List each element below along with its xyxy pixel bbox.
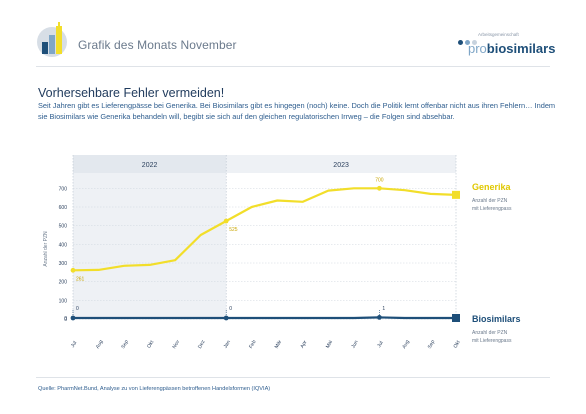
x-tick-label-12: Jul: [376, 340, 384, 349]
y-tick-label-5: 500: [59, 224, 68, 230]
point-generika-6: [223, 218, 229, 224]
x-tick-label-2: Sep: [120, 339, 130, 350]
y-tick-label-6: 600: [59, 205, 68, 211]
period-header-1: [226, 155, 456, 173]
chart-logo-icon: [37, 22, 67, 57]
y-tick-label-3: 300: [59, 261, 68, 267]
series-label-biosimilars: Biosimilars: [472, 314, 521, 324]
header-divider: [36, 66, 550, 67]
series-label-generika: Generika: [472, 182, 512, 192]
source-note: Quelle: PharmNet.Bund, Analyse zu von Li…: [38, 386, 271, 392]
y-tick-label-7: 700: [59, 186, 68, 192]
point-biosimilars-0: [70, 315, 76, 321]
brand-dots-icon: [458, 32, 479, 50]
x-tick-label-4: Nov: [171, 339, 181, 350]
point-biosimilars-6: [223, 315, 229, 321]
x-tick-label-6: Jan: [223, 339, 232, 349]
data-label-generika-6: 525: [229, 227, 238, 233]
series-sublabel-generika-1: Anzahl der PZN: [472, 198, 508, 204]
brand-pro: pro: [468, 41, 487, 56]
data-label-biosimilars-0: 0: [76, 306, 79, 312]
headline: Vorhersehbare Fehler vermeiden!: [38, 86, 225, 100]
x-tick-label-5: Dez: [197, 339, 207, 350]
y-tick-label-0: 0: [64, 317, 67, 323]
data-label-generika-0: 261: [76, 276, 85, 282]
point-generika-0: [70, 267, 76, 273]
x-tick-label-13: Aug: [401, 339, 411, 350]
series-line-generika: [71, 187, 458, 272]
data-label-generika-12: 700: [375, 177, 384, 183]
data-label-biosimilars-12: 1: [382, 306, 385, 312]
data-label-biosimilars-6: 0: [229, 306, 232, 312]
x-tick-label-9: Apr: [299, 339, 308, 349]
x-tick-label-10: Mai: [325, 340, 334, 350]
header: Grafik des Monats November Arbeitsgemein…: [0, 0, 586, 66]
point-biosimilars-12: [377, 315, 382, 320]
brand-subtitle: Arbeitsgemeinschaft: [478, 32, 519, 37]
brand-bio: biosimilars: [486, 41, 556, 56]
end-marker-biosimilars: [452, 314, 460, 322]
end-marker-generika: [452, 190, 460, 199]
lower-y-tick-label: 0: [64, 316, 67, 322]
x-tick-label-7: Feb: [248, 339, 258, 350]
x-tick-label-11: Jun: [350, 339, 359, 349]
period-label-1: 2023: [333, 162, 349, 169]
x-tick-label-1: Aug: [95, 339, 105, 350]
series-sublabel-biosimilars-1: Anzahl der PZN: [472, 330, 508, 336]
y-tick-label-1: 100: [59, 298, 68, 304]
brand-name: probiosimilars: [468, 41, 555, 56]
x-tick-label-3: Okt: [146, 339, 155, 349]
series-sublabel-biosimilars-2: mit Lieferengpass: [472, 338, 512, 344]
y-axis-label: Anzahl der PZN: [43, 231, 49, 267]
series-line-biosimilars: [73, 316, 456, 320]
period-shade-0: [73, 155, 227, 318]
point-generika-12: [377, 185, 382, 191]
x-tick-label-15: Okt: [453, 339, 462, 349]
x-tick-label-14: Sep: [427, 339, 437, 350]
y-tick-label-4: 400: [59, 242, 68, 248]
y-tick-label-2: 200: [59, 280, 68, 286]
series-sublabel-generika-2: mit Lieferengpass: [472, 206, 512, 212]
intro-text: Seit Jahren gibt es Lieferengpässe bei G…: [38, 101, 556, 121]
page-title: Grafik des Monats November: [78, 38, 237, 52]
period-label-0: 2022: [142, 162, 158, 169]
footer-divider: [36, 377, 550, 378]
x-tick-label-0: Jul: [70, 340, 78, 349]
x-tick-label-8: Mär: [274, 339, 284, 350]
period-header-0: [73, 155, 227, 173]
